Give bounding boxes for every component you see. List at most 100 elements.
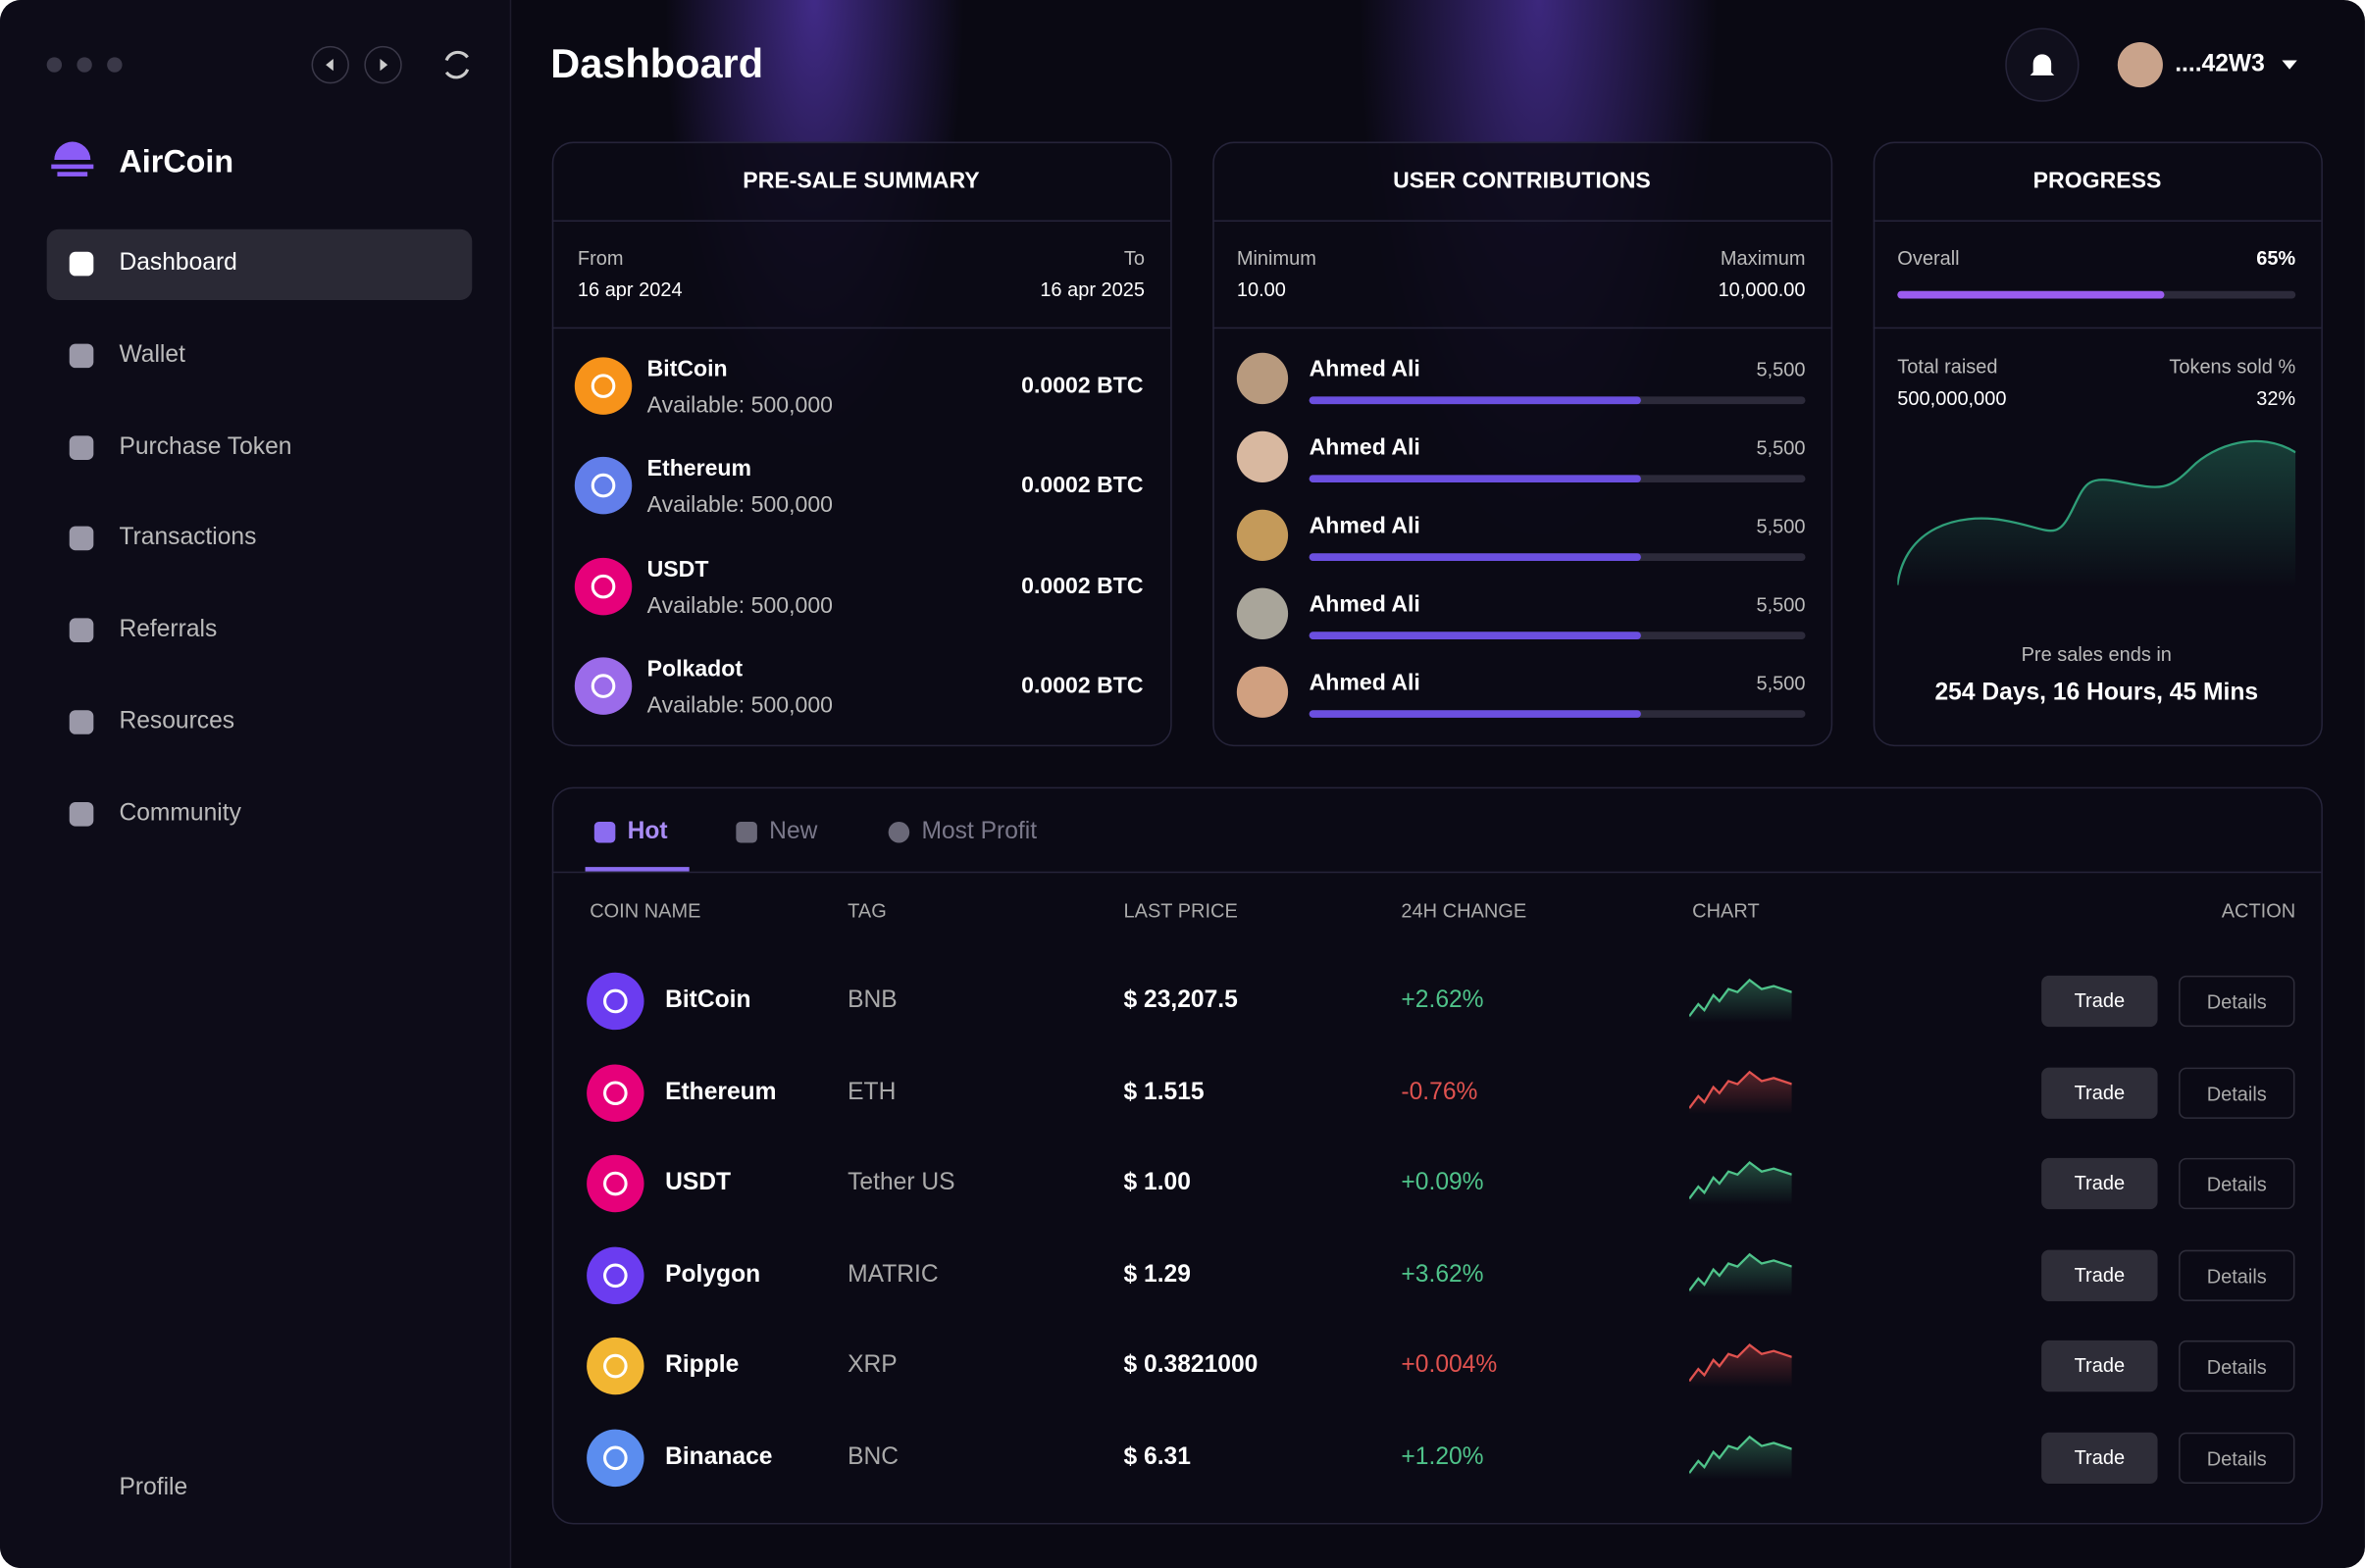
trade-button[interactable]: Trade [2041, 1066, 2158, 1119]
sold: 32% [2256, 386, 2296, 410]
coin-available: Available: 500,000 [646, 592, 834, 619]
divider [1873, 220, 2322, 223]
progress-fill [1897, 290, 2165, 299]
tab-icon [888, 821, 910, 843]
raised-label: Total raised [1897, 355, 1998, 379]
details-button[interactable]: Details [2179, 1158, 2295, 1210]
from: 16 apr 2024 [577, 278, 683, 301]
tab-icon [593, 821, 616, 843]
trade-button[interactable]: Trade [2041, 1432, 2158, 1484]
sparkline [1689, 1252, 1792, 1297]
coin-icon-inner [603, 1445, 628, 1471]
coin-price: 0.0002 BTC [1021, 573, 1144, 599]
nav-item[interactable]: Transactions [119, 525, 257, 551]
page-title: Dashboard [550, 41, 764, 87]
coin-tag: MATRIC [848, 1261, 939, 1288]
trade-button[interactable]: Trade [2041, 1340, 2158, 1392]
raised: 500,000,000 [1897, 386, 2007, 410]
ends-label: Pre sales ends in [2021, 642, 2172, 666]
nav-icon [69, 343, 94, 368]
min: 10.00 [1236, 278, 1286, 301]
nav-icon [69, 801, 94, 827]
coin-name: Polygon [665, 1261, 761, 1288]
from-label: From [577, 246, 624, 270]
avatar [1236, 666, 1289, 718]
details-button[interactable]: Details [2179, 1432, 2295, 1484]
coin-name: USDT [665, 1170, 732, 1196]
coin-tag: ETH [848, 1079, 897, 1105]
presale-card [551, 141, 1172, 747]
nav-icon [69, 251, 94, 277]
nav-item[interactable]: Purchase Token [119, 433, 292, 460]
sold-label: Tokens sold % [2169, 355, 2296, 379]
coin-icon-inner [603, 1172, 628, 1196]
nav-item[interactable]: Wallet [119, 341, 185, 368]
nav-icon [69, 434, 94, 460]
trade-button[interactable]: Trade [2041, 1158, 2158, 1210]
user-name: Ahmed Ali [1309, 591, 1420, 618]
to-label: To [1123, 246, 1146, 270]
user-amount: 5,500 [1756, 593, 1806, 617]
coin-price: 0.0002 BTC [1021, 373, 1144, 399]
coin-name: Polkadot [646, 656, 744, 683]
user-amount: 5,500 [1756, 672, 1806, 695]
coin-change: -0.76% [1401, 1079, 1478, 1105]
avatar [1236, 509, 1289, 561]
coin-price: $ 1.515 [1123, 1079, 1205, 1105]
nav-item[interactable]: Referrals [119, 617, 218, 643]
coin-change: +0.004% [1401, 1352, 1498, 1379]
coin-price: $ 6.31 [1123, 1444, 1191, 1471]
min-label: Minimum [1236, 246, 1316, 270]
bar-fill [1309, 475, 1641, 483]
details-button[interactable]: Details [2179, 1066, 2295, 1119]
trade-button[interactable]: Trade [2041, 975, 2158, 1028]
account[interactable]: ....42W3 [2175, 51, 2265, 77]
max: 10,000.00 [1718, 278, 1806, 301]
coin-icon-inner [603, 1354, 628, 1379]
coin-tag: BNB [848, 987, 898, 1014]
coin-icon-inner [591, 574, 616, 598]
details-button[interactable]: Details [2179, 1340, 2295, 1392]
tab[interactable]: Most Profit [921, 818, 1038, 845]
details-button[interactable]: Details [2179, 975, 2295, 1028]
coin-price: $ 23,207.5 [1123, 987, 1238, 1014]
avatar [1236, 587, 1289, 639]
coin-icon-inner [591, 674, 616, 698]
details-button[interactable]: Details [2179, 1249, 2295, 1301]
divider [551, 327, 1171, 329]
bar-fill [1309, 632, 1641, 639]
nav-active [46, 228, 473, 300]
nav-item[interactable]: Dashboard [119, 250, 237, 277]
column-header: TAG [848, 899, 887, 923]
nav-profile[interactable]: Profile [119, 1474, 188, 1500]
ends: 254 Days, 16 Hours, 45 Mins [1934, 680, 2259, 706]
sparkline [1689, 1070, 1792, 1114]
nav-item[interactable]: Community [119, 800, 241, 827]
trade-button[interactable]: Trade [2041, 1249, 2158, 1301]
coin-available: Available: 500,000 [646, 392, 834, 419]
sparkline [1689, 1435, 1792, 1480]
nav-icon [69, 710, 94, 734]
coin-change: +3.62% [1401, 1261, 1484, 1288]
column-header: CHART [1692, 899, 1760, 923]
divider [551, 220, 1171, 223]
tab-underline [585, 867, 690, 872]
coin-name: Ethereum [646, 456, 752, 482]
coin-icon-inner [603, 1080, 628, 1105]
tab-icon [736, 821, 757, 843]
sparkline [1689, 1161, 1792, 1205]
coin-icon-inner [591, 374, 616, 398]
coin-change: +2.62% [1401, 987, 1484, 1014]
coin-tag: Tether US [848, 1170, 955, 1196]
tab[interactable]: New [769, 818, 818, 845]
coin-price: $ 1.29 [1123, 1261, 1191, 1288]
bar-fill [1309, 553, 1641, 561]
nav-item[interactable]: Resources [119, 708, 235, 734]
tab[interactable]: Hot [627, 818, 668, 845]
user-amount: 5,500 [1756, 515, 1806, 538]
contrib-card [1212, 141, 1833, 747]
coin-change: +0.09% [1401, 1170, 1484, 1196]
coin-price: 0.0002 BTC [1021, 673, 1144, 699]
nav-icon [69, 618, 94, 643]
